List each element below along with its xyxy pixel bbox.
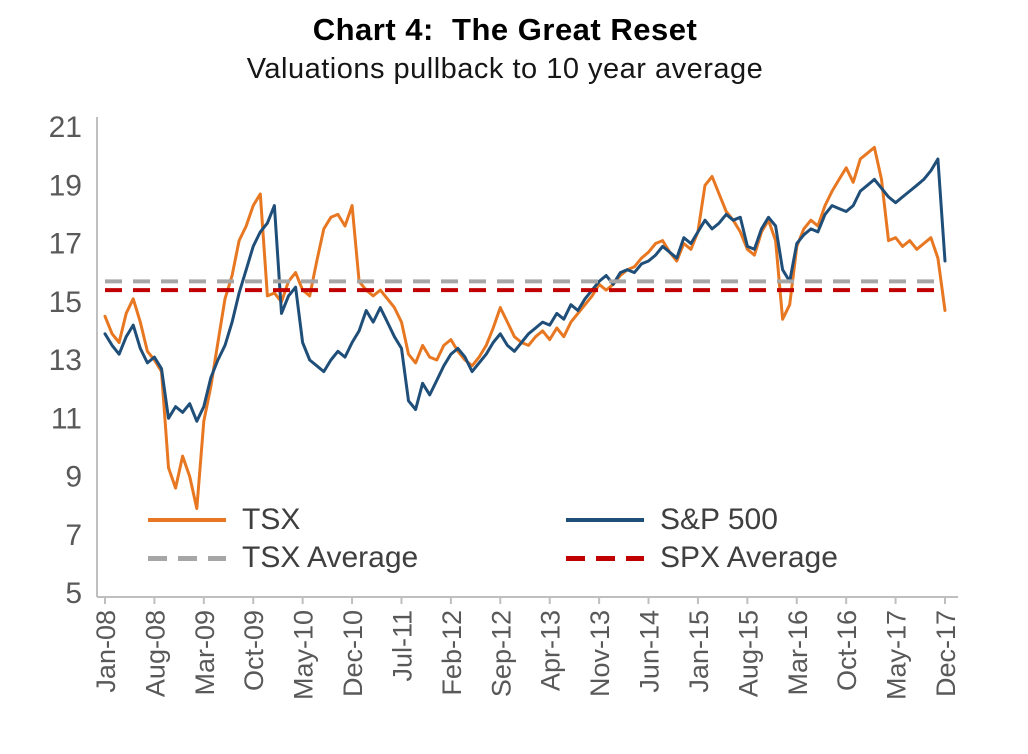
sp500-legend-label: S&P 500 [660,503,778,536]
legend-row-series: TSX S&P 500 [148,501,908,539]
y-axis-tick-label: 7 [65,519,82,552]
y-axis-tick-label: 5 [65,577,82,610]
tsx-line-swatch [148,518,226,522]
x-axis-tick-label: Aug-15 [733,610,763,697]
x-axis-tick-label: Dec-10 [338,610,368,697]
x-axis-tick-label: Oct-16 [832,610,862,691]
tsx-legend-label: TSX [242,503,301,536]
x-axis-tick-label: Aug-08 [140,610,170,697]
legend-item-tsx: TSX [148,503,566,537]
spx-average-line-swatch [566,555,644,561]
x-axis-tick-label: Jun-14 [635,610,665,693]
tsx-average-line-swatch [148,555,226,561]
x-axis-tick-label: Feb-12 [437,610,467,696]
x-axis-tick-label: Nov-13 [585,610,615,697]
sp500-line-swatch [566,518,644,522]
y-axis-tick-label: 17 [49,228,82,261]
y-axis-tick-label: 11 [51,402,82,435]
tsx-line [103,145,947,510]
x-axis-tick-label: May-10 [289,610,319,700]
x-axis-tick-label: Jul-11 [387,610,417,682]
legend-item-sp500: S&P 500 [566,503,778,537]
chart-legend: TSX S&P 500 TSX Average SPX Average [148,501,908,577]
y-axis-tick-label: 21 [49,111,82,144]
x-axis-tick-label: Mar-09 [190,610,220,696]
legend-row-averages: TSX Average SPX Average [148,539,908,577]
x-axis-tick-label: Sep-12 [486,610,516,697]
x-axis-tick-label: Dec-17 [931,610,961,697]
y-axis-tick-label: 19 [49,169,82,202]
x-axis-tick-label: Jan-08 [91,610,121,693]
y-axis-tick-label: 15 [49,286,82,319]
legend-item-spx-average: SPX Average [566,541,838,575]
legend-item-tsx-average: TSX Average [148,541,566,575]
x-axis-tick-label: Apr-13 [536,610,566,691]
x-axis-tick-label: Oct-09 [239,610,269,691]
chart-subtitle: Valuations pullback to 10 year average [246,53,764,85]
y-axis-tick-label: 13 [49,344,82,377]
x-axis-tick-label: Mar-16 [783,610,813,696]
tsx-average-legend-label: TSX Average [242,541,419,574]
spx-average-legend-label: SPX Average [660,541,838,574]
x-axis-tick-label: May-17 [882,610,912,700]
x-axis-tick-label: Jan-15 [684,610,714,693]
chart-title: Chart 4: The Great Reset [312,12,698,47]
sp500-line [103,157,947,423]
y-axis-tick-label: 9 [65,461,82,494]
